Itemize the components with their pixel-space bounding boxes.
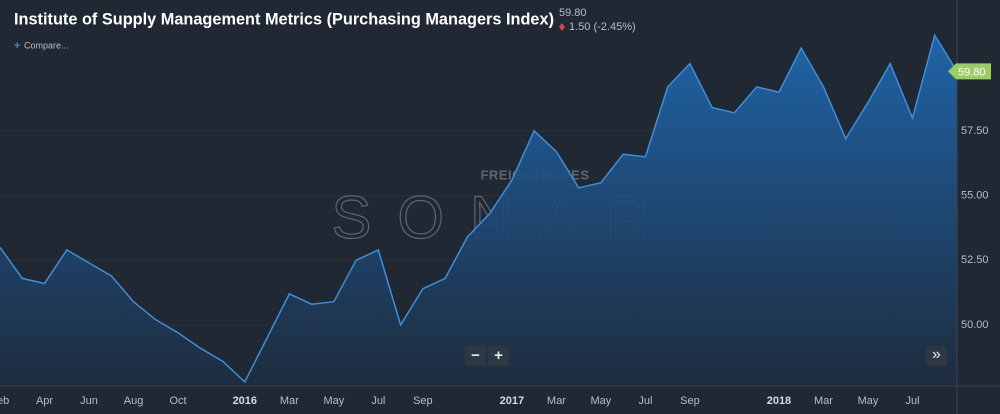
x-tick-label: May <box>858 395 879 407</box>
x-tick-label: 2018 <box>767 395 791 407</box>
x-tick-label: Jul <box>905 395 919 407</box>
x-tick-label: 2016 <box>233 395 257 407</box>
x-tick-label: Aug <box>124 395 144 407</box>
compare-button[interactable]: Compare... <box>24 40 69 50</box>
x-tick-label: Mar <box>814 395 833 407</box>
scroll-end-label[interactable]: » <box>932 346 941 363</box>
zoom-in-label[interactable]: + <box>494 347 503 364</box>
x-tick-label: eb <box>0 395 9 407</box>
zoom-out-label[interactable]: − <box>471 347 480 364</box>
x-tick-label: Sep <box>680 395 700 407</box>
price-change: 1.50 (-2.45%) <box>569 21 636 33</box>
x-tick-label: Jun <box>80 395 98 407</box>
x-tick-label: Sep <box>413 395 433 407</box>
line <box>0 33 958 384</box>
x-tick-label: May <box>591 395 612 407</box>
last-value-label: 59.80 <box>958 66 986 78</box>
x-tick-label: Jul <box>371 395 385 407</box>
y-tick-label: 55.00 <box>961 189 989 201</box>
x-tick-label: Mar <box>280 395 299 407</box>
x-tick-label: May <box>323 395 344 407</box>
change-icon <box>559 23 565 31</box>
last-value-tag <box>948 63 991 80</box>
zoom-out-button[interactable] <box>465 346 486 366</box>
x-tick-label: Jul <box>638 395 652 407</box>
scroll-end-button[interactable] <box>926 346 947 366</box>
last-price: 59.80 <box>559 7 587 19</box>
y-tick-label: 50.00 <box>961 319 989 331</box>
x-tick-label: 2017 <box>500 395 524 407</box>
area-fill <box>0 35 957 386</box>
chart-title: Institute of Supply Management Metrics (… <box>14 9 554 28</box>
zoom-in-button[interactable] <box>488 346 509 366</box>
x-tick-label: Apr <box>36 395 53 407</box>
x-tick-label: Oct <box>169 395 186 407</box>
compare-icon[interactable]: + <box>14 40 20 52</box>
y-tick-label: 57.50 <box>961 125 989 137</box>
y-tick-label: 52.50 <box>961 254 989 266</box>
x-tick-label: Mar <box>547 395 566 407</box>
